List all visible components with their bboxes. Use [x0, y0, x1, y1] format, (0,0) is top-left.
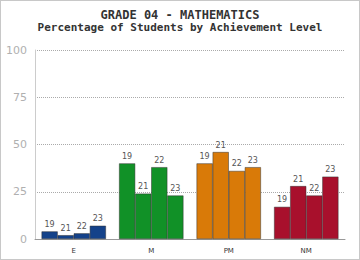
svg-text:21: 21 — [293, 175, 303, 184]
svg-text:22: 22 — [77, 222, 87, 231]
svg-text:21: 21 — [61, 224, 71, 233]
svg-text:19: 19 — [200, 152, 210, 161]
svg-text:21: 21 — [138, 182, 148, 191]
svg-text:NM: NM — [301, 247, 312, 255]
svg-text:E: E — [72, 247, 76, 255]
svg-text:Percentage of Students by Achi: Percentage of Students by Achievement Le… — [38, 21, 323, 34]
svg-text:M: M — [148, 247, 154, 255]
svg-text:22: 22 — [232, 159, 242, 168]
svg-text:23: 23 — [170, 184, 180, 193]
svg-text:PM: PM — [224, 247, 234, 255]
svg-text:19: 19 — [277, 195, 287, 204]
svg-text:21: 21 — [216, 141, 226, 150]
svg-text:75: 75 — [13, 91, 27, 104]
svg-text:25: 25 — [13, 185, 27, 198]
svg-text:22: 22 — [309, 184, 319, 193]
svg-text:100: 100 — [6, 44, 27, 57]
svg-text:0: 0 — [20, 233, 27, 246]
svg-text:23: 23 — [325, 165, 335, 174]
svg-text:GRADE 04 - MATHEMATICS: GRADE 04 - MATHEMATICS — [101, 8, 260, 22]
svg-text:19: 19 — [122, 152, 132, 161]
svg-text:50: 50 — [13, 138, 27, 151]
svg-text:23: 23 — [93, 214, 103, 223]
svg-text:23: 23 — [248, 156, 258, 165]
svg-text:22: 22 — [154, 156, 164, 165]
svg-text:19: 19 — [45, 220, 55, 229]
